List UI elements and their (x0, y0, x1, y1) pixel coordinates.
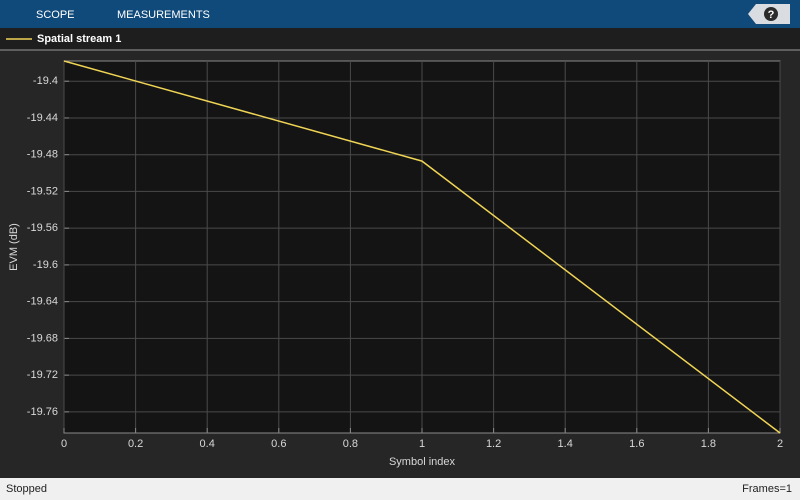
tab[interactable]: SCOPE (36, 9, 75, 21)
data-line (63, 60, 781, 434)
y-tick-label: -19.52 (27, 185, 58, 197)
status-bar (0, 478, 800, 500)
help-label[interactable]: ? (768, 9, 775, 21)
y-tick-label: -19.56 (27, 222, 58, 234)
x-tick-label: 0.8 (343, 438, 358, 450)
x-tick-label: 1.6 (629, 438, 644, 450)
tab[interactable]: MEASUREMENTS (117, 9, 210, 21)
legend-bar (0, 28, 800, 50)
y-axis-label: EVM (dB) (8, 223, 20, 271)
help-button[interactable] (764, 7, 778, 21)
y-tick-label: -19.72 (27, 369, 58, 381)
y-tick-label: -19.76 (27, 406, 58, 418)
x-tick-label: 0.4 (200, 438, 215, 450)
y-tick-label: -19.4 (33, 75, 58, 87)
y-tick-label: -19.68 (27, 332, 58, 344)
x-tick-label: 2 (777, 438, 783, 450)
legend-label: Spatial stream 1 (37, 33, 121, 45)
y-tick-label: -19.6 (33, 259, 58, 271)
y-tick-label: -19.64 (27, 296, 58, 308)
x-tick-label: 1.8 (701, 438, 716, 450)
status-text: Stopped (6, 483, 47, 495)
x-tick-label: 0.6 (271, 438, 286, 450)
x-tick-label: 1 (419, 438, 425, 450)
x-tick-label: 1.2 (486, 438, 501, 450)
y-tick-label: -19.48 (27, 149, 58, 161)
plot-layer: -19.76 -19.72 -19.68 -19.64 -19.6 -19.56 -19.5… (27, 60, 783, 450)
y-tick-label: -19.44 (27, 112, 58, 124)
frame-count: Frames=1 (742, 483, 792, 495)
x-tick-label: 0 (61, 438, 67, 450)
toolbar (0, 0, 800, 28)
x-axis-label: Symbol index (389, 456, 456, 468)
x-tick-label: 1.4 (558, 438, 573, 450)
x-tick-label: 0.2 (128, 438, 143, 450)
